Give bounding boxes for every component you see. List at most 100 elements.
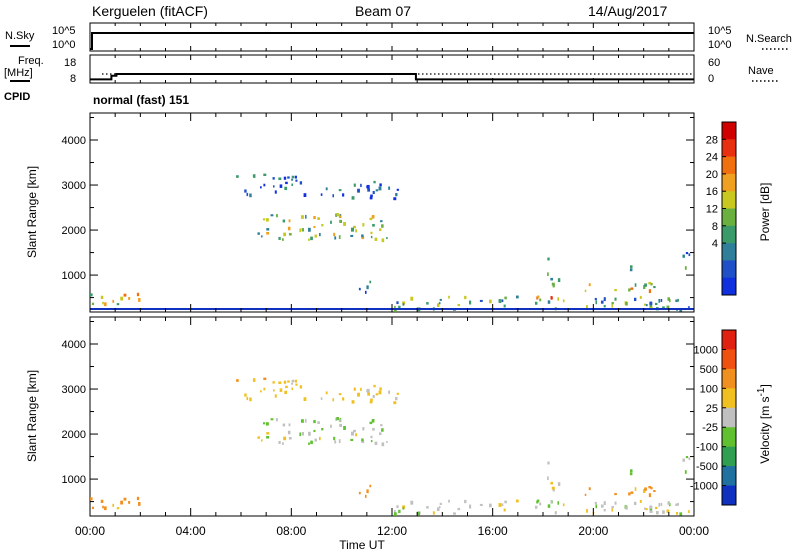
velocity-echo-cell bbox=[369, 484, 372, 488]
power-echo-cell bbox=[282, 238, 284, 241]
power-echo-cell bbox=[253, 174, 256, 178]
velocity-ylabel: Slant Range [km] bbox=[25, 370, 39, 462]
colorbar-tick-label: 12 bbox=[706, 204, 718, 216]
power-echo-cell bbox=[393, 308, 397, 312]
colorbar-swatch bbox=[722, 225, 736, 244]
power-echo-cell bbox=[464, 295, 467, 300]
velocity-echo-cell bbox=[614, 492, 617, 496]
power-echo-cell bbox=[653, 286, 656, 289]
power-echo-cell bbox=[262, 218, 266, 221]
velocity-echo-cell bbox=[379, 432, 382, 436]
colorbar-tick-label: 25 bbox=[706, 403, 718, 415]
power-echo-cell bbox=[611, 301, 614, 305]
velocity-echo-cell bbox=[402, 507, 405, 510]
power-echo-cell bbox=[552, 283, 555, 288]
power-echo-cell bbox=[339, 219, 343, 223]
power-echo-cell bbox=[272, 185, 275, 188]
colorbar-swatch bbox=[722, 173, 736, 192]
power-echo-cell bbox=[371, 215, 375, 219]
date-title: 14/Aug/2017 bbox=[588, 3, 668, 19]
power-echo-cell bbox=[654, 302, 658, 306]
velocity-echo-cell bbox=[128, 501, 131, 504]
velocity-echo-cell bbox=[682, 458, 685, 462]
noise-left-tick-top: 10^5 bbox=[52, 25, 76, 37]
velocity-echo-cell bbox=[381, 428, 384, 432]
velocity-echo-cell bbox=[249, 397, 252, 402]
power-echo-cell bbox=[639, 295, 642, 299]
freq-label: Freq. bbox=[18, 55, 44, 67]
velocity-echo-cell bbox=[369, 421, 373, 425]
velocity-echo-cell bbox=[282, 423, 286, 427]
velocity-echo-cell bbox=[305, 418, 307, 423]
velocity-echo-cell bbox=[464, 499, 467, 504]
power-echo-cell bbox=[369, 196, 373, 200]
velocity-echo-cell bbox=[91, 506, 95, 510]
velocity-echo-cell bbox=[343, 425, 346, 430]
power-echo-cell bbox=[291, 183, 293, 186]
power-echo-cell bbox=[436, 303, 440, 308]
power-echo-cell bbox=[515, 295, 519, 299]
power-echo-cell bbox=[603, 297, 606, 302]
power-echo-cell bbox=[539, 298, 542, 302]
power-echo-cell bbox=[301, 228, 304, 232]
power-echo-cell bbox=[667, 297, 670, 301]
velocity-echo-cell bbox=[667, 501, 670, 505]
velocity-echo-cell bbox=[236, 379, 239, 382]
power-echo-cell bbox=[650, 306, 653, 309]
power-echo-cell bbox=[643, 303, 647, 306]
time-tick-label: 16:00 bbox=[478, 524, 508, 538]
velocity-echo-cell bbox=[629, 472, 633, 476]
colorbar-tick-label: -500 bbox=[696, 461, 718, 473]
station-title: Kerguelen (fitACF) bbox=[92, 3, 208, 19]
power-echo-cell bbox=[388, 186, 391, 190]
velocity-echo-cell bbox=[287, 380, 290, 383]
power-echo-cell bbox=[335, 213, 338, 217]
power-echo-cell bbox=[123, 293, 127, 297]
power-echo-cell bbox=[611, 304, 613, 308]
colorbar-swatch bbox=[722, 260, 736, 279]
velocity-echo-cell bbox=[679, 512, 683, 516]
velocity-echo-cell bbox=[649, 505, 653, 509]
power-echo-cell bbox=[634, 283, 637, 287]
velocity-echo-cell bbox=[338, 393, 342, 396]
velocity-echo-cell bbox=[333, 436, 336, 441]
power-echo-cell bbox=[396, 301, 399, 305]
velocity-echo-cell bbox=[600, 504, 604, 508]
freq-line bbox=[90, 73, 694, 81]
time-tick-label: 00:00 bbox=[679, 524, 709, 538]
velocity-echo-cell bbox=[308, 442, 310, 445]
power-echo-cell bbox=[658, 299, 661, 303]
power-echo-cell bbox=[350, 234, 354, 238]
velocity-echo-cell bbox=[366, 489, 369, 494]
power-echo-cell bbox=[675, 299, 678, 303]
velocity-echo-cell bbox=[498, 503, 502, 507]
nave-label: Nave bbox=[748, 65, 774, 77]
freq-unit: [MHz] bbox=[4, 67, 33, 79]
velocity-echo-cell bbox=[489, 503, 492, 508]
power-echo-cell bbox=[263, 173, 267, 177]
power-plot-frame bbox=[89, 112, 695, 313]
colorbar-swatch bbox=[722, 156, 736, 175]
power-echo-cell bbox=[547, 272, 549, 277]
velocity-echo-cell bbox=[355, 433, 358, 437]
power-echo-cell bbox=[102, 301, 104, 305]
power-echo-cell bbox=[373, 180, 376, 184]
power-echo-cell bbox=[342, 193, 345, 197]
power-echo-cell bbox=[284, 186, 288, 191]
velocity-echo-cell bbox=[501, 503, 504, 507]
power-echo-cell bbox=[90, 293, 93, 297]
power-echo-cell bbox=[688, 253, 691, 257]
power-echo-cell bbox=[370, 194, 373, 198]
velocity-echo-cell bbox=[396, 505, 399, 509]
colorbar-swatch bbox=[722, 349, 736, 370]
velocity-echo-cell bbox=[372, 394, 375, 399]
power-echo-cell bbox=[366, 185, 369, 189]
power-echo-cell bbox=[303, 193, 307, 197]
power-echo-cell bbox=[614, 297, 617, 301]
power-echo-cell bbox=[100, 295, 104, 300]
velocity-echo-cell bbox=[353, 429, 356, 433]
power-echo-cell bbox=[288, 233, 292, 236]
power-echo-cell bbox=[503, 304, 506, 308]
velocity-panel: Slant Range [km] 4000 3000 2000 1000 1000 50… bbox=[25, 316, 772, 517]
velocity-echo-cell bbox=[588, 487, 591, 491]
